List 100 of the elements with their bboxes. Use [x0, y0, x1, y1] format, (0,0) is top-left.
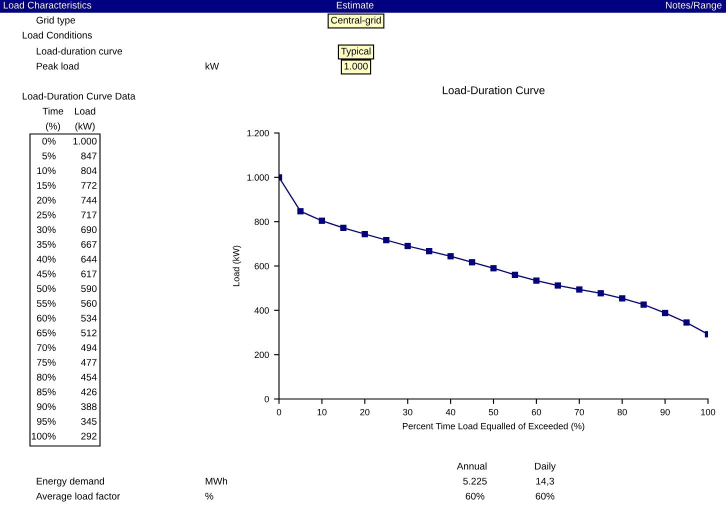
text: 667: [81, 240, 97, 248]
y-tick-label: 400: [254, 307, 269, 314]
point: [468, 259, 476, 266]
text: 590: [81, 285, 97, 292]
text: 60%: [466, 492, 484, 500]
text: Notes/Range: [666, 1, 722, 11]
x-tick-label: 30: [403, 408, 412, 416]
point: [533, 278, 540, 284]
text: 847: [81, 152, 97, 160]
text: 95%: [37, 418, 56, 425]
text: 617: [81, 270, 97, 278]
x-tick-label: 80: [618, 408, 627, 416]
x-tick-label: 70: [574, 408, 584, 416]
text: 100%: [32, 432, 56, 440]
text: Average load factor: [36, 492, 120, 502]
point: [318, 218, 326, 224]
text: 560: [81, 300, 97, 307]
text: 5%: [42, 152, 56, 160]
text: 14,3: [536, 478, 554, 486]
x-tick-label: 60: [532, 408, 542, 416]
point: [512, 272, 518, 278]
point: [640, 301, 647, 308]
text: 345: [81, 418, 97, 425]
point: [362, 230, 368, 238]
text: 40%: [36, 256, 56, 263]
text: Energy demand: [36, 477, 104, 487]
text: Load-Duration Curve Data: [22, 92, 136, 100]
y-tick-label: 1.000: [247, 174, 269, 181]
text: MWh: [206, 477, 228, 485]
point: [340, 224, 346, 231]
x-axis-title: Percent Time Load Equalled of Exceeded (%): [402, 422, 584, 432]
text: Time: [42, 107, 64, 115]
text: Typical: [341, 47, 370, 57]
text: 388: [81, 403, 97, 410]
text: Grid type: [36, 16, 76, 26]
text: 644: [81, 256, 97, 263]
text: Load Characteristics: [4, 1, 92, 9]
point: [383, 236, 390, 244]
y-tick-label: 800: [254, 218, 269, 226]
text: %: [205, 492, 214, 500]
text: 15%: [37, 182, 56, 189]
y-tick-label: 200: [254, 352, 269, 358]
point: [619, 295, 626, 302]
text: 65%: [37, 329, 56, 336]
text: Estimate: [336, 1, 374, 9]
x-tick-label: 10: [318, 408, 327, 416]
text: 45%: [36, 270, 56, 278]
text: 1.000: [73, 138, 97, 145]
text: 70%: [37, 344, 56, 352]
text: 494: [81, 344, 97, 352]
text: 35%: [36, 240, 56, 248]
x-tick-label: 100: [701, 408, 716, 416]
x-tick-label: 40: [446, 408, 456, 416]
text: (kW): [75, 122, 95, 132]
text: 25%: [37, 211, 56, 218]
text: 80%: [36, 374, 56, 381]
y-tick-label: 0: [264, 396, 269, 402]
text: 477: [81, 359, 97, 366]
text: Peak load: [36, 62, 79, 70]
point: [490, 265, 497, 272]
x-tick-label: 20: [360, 408, 370, 416]
text: 30%: [36, 226, 56, 234]
point: [404, 242, 411, 250]
y-axis-title: Load (kW): [232, 246, 242, 286]
text: Load-duration curve: [36, 47, 122, 55]
text: 60%: [37, 314, 56, 322]
text: 85%: [36, 388, 56, 396]
text: Load Conditions: [22, 31, 92, 39]
point: [297, 208, 304, 214]
text: 292: [81, 432, 97, 440]
point: [576, 286, 582, 293]
y-tick-label: 600: [254, 262, 269, 270]
text: 75%: [37, 359, 56, 366]
point: [662, 310, 668, 316]
text: 772: [81, 182, 97, 189]
x-tick-label: 50: [488, 408, 498, 416]
text: 534: [81, 314, 97, 322]
text: 90%: [37, 403, 56, 410]
point: [598, 290, 604, 296]
text: 1.000: [344, 62, 368, 70]
text: 50%: [36, 285, 56, 292]
text: Annual: [456, 462, 486, 470]
x-tick-label: 90: [660, 408, 670, 416]
text: 717: [81, 212, 97, 218]
point: [426, 248, 432, 254]
text: 426: [81, 388, 97, 396]
text: 55%: [36, 300, 56, 307]
x-tick-label: 0: [276, 408, 282, 416]
text: 744: [81, 196, 97, 204]
text: 804: [81, 167, 97, 174]
text: 454: [81, 374, 97, 381]
text: (%): [46, 122, 60, 132]
text: kW: [206, 62, 220, 70]
point: [683, 319, 690, 326]
text: 512: [81, 329, 97, 336]
text: 20%: [37, 196, 56, 204]
text: 60%: [536, 492, 554, 500]
chart-title: Load-Duration Curve: [442, 86, 545, 94]
text: Central-grid: [331, 16, 381, 26]
text: 5.225: [463, 478, 487, 485]
